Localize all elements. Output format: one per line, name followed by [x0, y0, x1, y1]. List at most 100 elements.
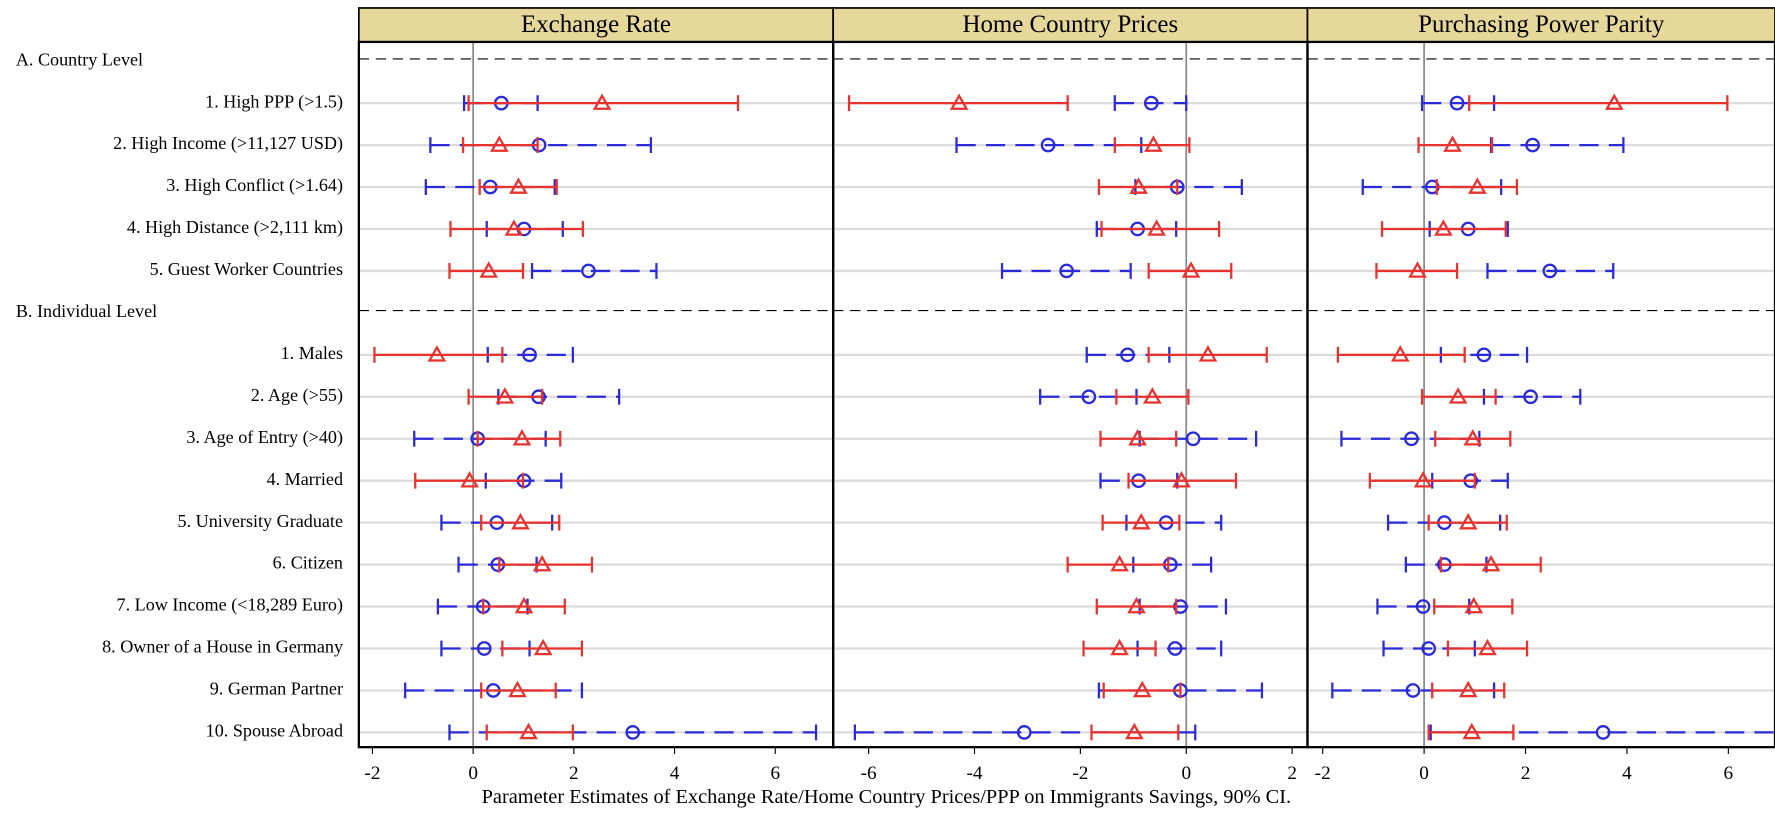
x-tick-label: 2 — [1521, 763, 1531, 784]
estimate-marker — [1443, 135, 1462, 152]
estimate-marker — [581, 263, 596, 279]
estimate-marker — [1463, 429, 1483, 446]
estimate-marker — [1415, 599, 1431, 614]
panel-header — [1306, 7, 1775, 43]
estimate-marker — [1604, 93, 1624, 110]
estimate-marker — [1413, 471, 1433, 488]
estimate-marker — [1143, 95, 1159, 111]
estimate-marker — [1458, 680, 1478, 698]
estimate-marker — [1458, 512, 1478, 530]
section-label: B. Individual Level — [16, 301, 157, 321]
estimate-marker — [1143, 387, 1162, 404]
row-label: 10. Spouse Abroad — [206, 721, 343, 741]
estimate-marker — [1167, 641, 1183, 656]
row-label: 4. High Distance (>2,111 km) — [127, 217, 343, 238]
row-label: 4. Married — [267, 469, 343, 489]
estimate-marker — [1016, 725, 1032, 740]
estimate-marker — [1128, 429, 1147, 446]
panel-frame — [1306, 40, 1775, 749]
estimate-marker — [1462, 722, 1482, 740]
panel-header — [357, 7, 835, 43]
x-tick-label: -2 — [1072, 763, 1088, 784]
row-label: 8. Owner of a House in Germany — [102, 637, 343, 657]
estimate-marker — [1172, 471, 1191, 488]
estimate-marker — [592, 93, 612, 110]
estimate-marker — [533, 638, 553, 656]
estimate-marker — [1185, 431, 1201, 447]
estimate-marker — [1127, 596, 1146, 614]
x-tick-label: -4 — [966, 763, 982, 784]
estimate-marker — [509, 177, 528, 194]
estimate-marker — [1408, 261, 1427, 278]
estimate-marker — [532, 554, 552, 572]
row-label: 9. German Partner — [210, 679, 343, 699]
estimate-marker — [625, 725, 641, 740]
row-label: 5. Guest Worker Countries — [150, 259, 343, 279]
estimate-marker — [479, 261, 499, 278]
estimate-marker — [512, 429, 532, 446]
estimate-marker — [1129, 177, 1148, 194]
estimate-marker — [1405, 683, 1421, 698]
x-tick-label: 4 — [670, 763, 680, 784]
estimate-marker — [1478, 638, 1497, 656]
x-tick-label: -6 — [861, 763, 877, 784]
estimate-marker — [1144, 135, 1163, 152]
panel-title: Exchange Rate — [521, 11, 671, 38]
estimate-marker — [1059, 263, 1074, 279]
estimate-marker — [1110, 554, 1129, 572]
estimate-marker — [504, 219, 524, 236]
panel: Exchange Rate -2 0 2 4 6 — [357, 7, 835, 784]
estimate-marker — [1595, 725, 1611, 740]
estimate-marker — [1198, 345, 1218, 362]
estimate-marker — [1434, 219, 1453, 236]
x-tick-label: 6 — [770, 763, 780, 784]
x-tick-label: 6 — [1724, 763, 1734, 784]
x-tick-label: -2 — [1315, 763, 1331, 784]
estimate-marker — [427, 345, 447, 362]
row-label: 3. High Conflict (>1.64) — [166, 175, 343, 196]
estimate-marker — [1147, 219, 1166, 236]
x-tick-label: -2 — [364, 763, 380, 784]
estimate-marker — [1464, 596, 1484, 614]
estimate-marker — [1525, 137, 1540, 153]
estimate-marker — [460, 471, 479, 488]
estimate-marker — [1120, 347, 1135, 363]
panel-header — [832, 7, 1309, 43]
panel-title: Purchasing Power Parity — [1418, 11, 1665, 38]
estimate-marker — [508, 680, 527, 698]
estimate-marker — [949, 93, 969, 110]
estimate-marker — [511, 512, 530, 530]
estimate-marker — [1125, 722, 1144, 740]
estimate-marker — [495, 387, 515, 404]
x-tick-label: 0 — [468, 763, 478, 784]
estimate-marker — [1523, 389, 1538, 405]
estimate-marker — [1404, 431, 1419, 447]
estimate-marker — [1481, 554, 1501, 572]
x-tick-label: 0 — [1181, 763, 1191, 784]
estimate-marker — [1449, 95, 1465, 111]
row-label: 6. Citizen — [273, 553, 343, 573]
estimate-marker — [514, 596, 534, 614]
estimate-marker — [1040, 137, 1056, 153]
section-label: A. Country Level — [16, 49, 143, 69]
estimate-marker — [519, 722, 538, 740]
panel-frame — [832, 40, 1309, 749]
estimate-marker — [1110, 638, 1129, 656]
row-label: 1. High PPP (>1.5) — [205, 91, 343, 112]
estimate-marker — [476, 641, 492, 656]
x-tick-label: 0 — [1419, 763, 1429, 784]
estimate-marker — [1421, 641, 1437, 656]
estimate-marker — [1081, 389, 1097, 405]
x-tick-label: 2 — [1287, 763, 1297, 784]
estimate-marker — [1476, 347, 1492, 363]
x-tick-label: 2 — [569, 763, 579, 784]
estimate-marker — [1542, 263, 1558, 279]
estimate-marker — [1133, 680, 1152, 698]
x-tick-label: 4 — [1622, 763, 1632, 784]
estimate-marker — [1131, 512, 1151, 530]
row-label: 7. Low Income (<18,289 Euro) — [117, 595, 343, 616]
row-label: 5. University Graduate — [178, 511, 343, 531]
x-axis-label: Parameter Estimates of Exchange Rate/Hom… — [482, 786, 1292, 808]
